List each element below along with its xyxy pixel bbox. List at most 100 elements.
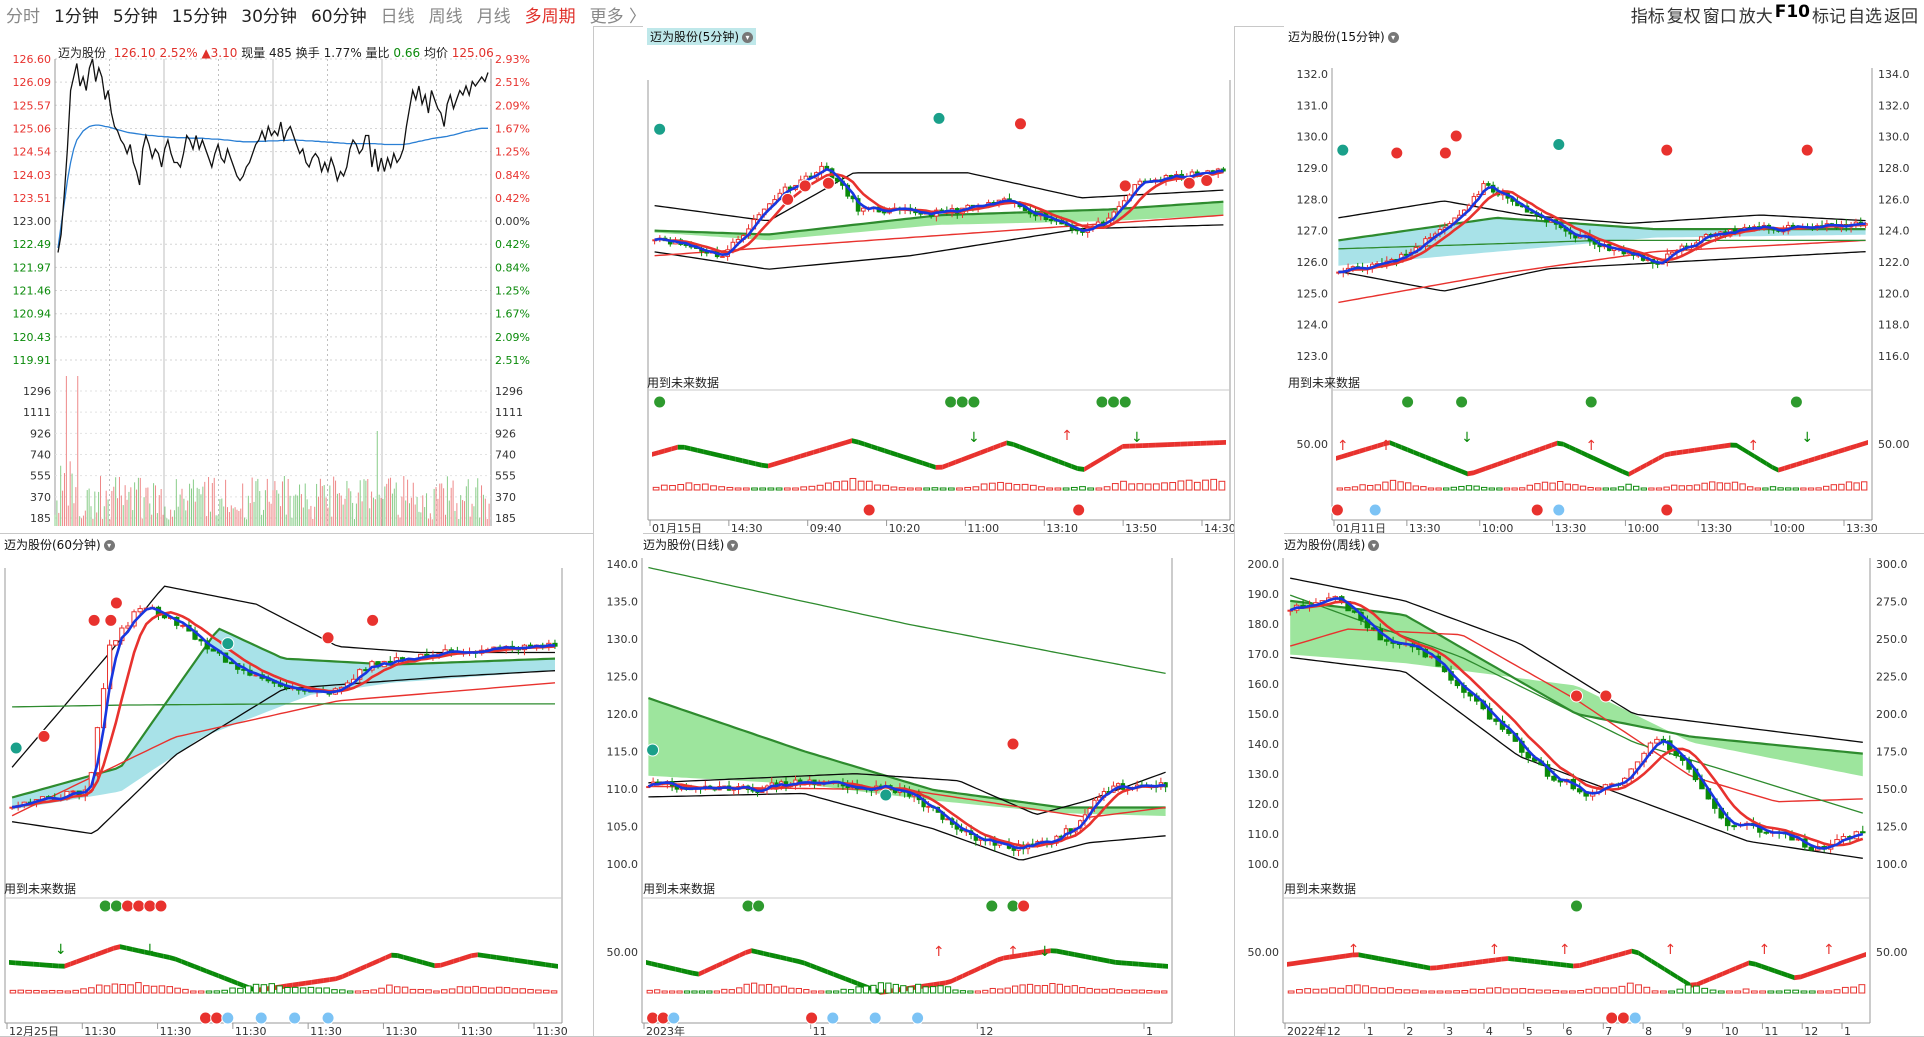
macd-bar [1785,487,1792,491]
intraday-chart[interactable]: 126.60 2.93% 126.09 2.51% 125.57 2.09% 125.06 1… [0,26,594,534]
macd-bar [1056,983,1063,994]
panel-title[interactable]: 迈为股份(60分钟) ▾ [4,536,115,553]
macd-bar [1161,990,1168,994]
x-label: 5 [1526,1025,1533,1037]
panel-title[interactable]: 迈为股份(日线) ▾ [643,536,739,553]
period-tab-0[interactable]: 分时 [6,7,40,27]
arrow-up-icon: ↑ [1823,942,1835,958]
macd-bar [1511,988,1518,994]
sell-signal-icon [366,613,380,627]
y-tick: 125.0 [1297,287,1329,300]
green-signal-icon [1107,395,1121,409]
macd-bar [701,483,709,491]
oscillator-segment [1644,954,1652,964]
period-tab-6[interactable]: 日线 [380,7,415,27]
period-tab-9[interactable]: 多周期 [524,7,576,27]
macd-bar [95,984,103,994]
tool-button-0[interactable]: 指标 [1630,7,1665,27]
macd-bar [472,985,479,994]
panel-title[interactable]: 迈为股份(5分钟) ▾ [647,28,756,45]
60min-panel[interactable]: 迈为股份(60分钟) ▾ 用到未来数据 12月25日 11:30 11:30 11:30… [0,534,594,1037]
pct-tick: 0.84% [495,169,530,182]
buy-signal-icon [1336,143,1350,157]
macd-bar [1777,487,1784,491]
period-tab-8[interactable]: 月线 [476,7,511,27]
price-tick: 119.91 [13,354,52,367]
oscillator-segment [1610,463,1617,472]
macd-bar [213,990,221,994]
macd-bar [855,986,862,994]
period-tab-3[interactable]: 15分钟 [171,7,228,27]
oscillator-segment [1527,449,1534,457]
15min-panel[interactable]: 迈为股份(15分钟) ▾ 用到未来数据 132.0 131.0 130.0 129.0 1… [1284,26,1924,534]
current-volume: 现量 485 [241,46,292,60]
period-tab-10[interactable]: 更多 〉 [589,7,646,27]
price-tick: 121.97 [13,261,52,274]
oscillator-segment [1539,445,1546,452]
5min-chart[interactable]: 01月15日 14:30 09:40 10:20 11:00 13:10 13:50 14:3… [643,26,1235,534]
15min-chart[interactable]: 132.0 131.0 130.0 129.0 128.0 127.0 126.0 125.0… [1284,26,1924,534]
macd-bar [88,987,95,994]
period-tab-1[interactable]: 1分钟 [54,7,99,27]
oscillator-segment [237,980,244,988]
k-candle [1383,639,1390,642]
y-tick: 140.0 [607,558,639,571]
macd-bar [800,486,808,491]
chevron-down-icon[interactable]: ▾ [1368,540,1380,551]
oscillator-segment [409,956,417,964]
x-label: 11:30 [235,1025,267,1037]
x-label: 6 [1566,1025,1573,1037]
tool-button-3[interactable]: 放大 [1738,7,1773,27]
macd-bar [1120,480,1127,491]
tool-button-2[interactable]: 窗口 [1702,7,1737,27]
macd-bar [1296,989,1303,994]
tool-button-7[interactable]: 返回 [1884,7,1918,27]
y2-tick: 175.0 [1876,746,1908,759]
daily-panel[interactable]: 迈为股份(日线) ▾ 用到未来数据 140.0 135.0 130.0 125.0 120… [594,534,1235,1037]
band-line [1338,200,1866,225]
x-label: 09:40 [810,522,842,534]
y-tick: 130.0 [607,633,639,646]
chevron-down-icon[interactable]: ▾ [1387,32,1399,43]
future-data-note: 用到未来数据 [643,882,716,896]
5min-panel[interactable]: 迈为股份(5分钟) ▾ 用到未来数据 01月15日 14:30 09:40 10:20 1… [643,26,1235,534]
tool-button-4[interactable]: F10 [1774,2,1810,22]
green-signal-icon [967,395,981,409]
60min-chart[interactable]: 12月25日 11:30 11:30 11:30 11:30 11:30 11:30 11:3… [0,534,594,1037]
chevron-down-icon[interactable]: ▾ [103,540,115,551]
oscillator-segment [514,957,521,964]
weekly-panel[interactable]: 迈为股份(周线) ▾ 用到未来数据 200.0 190.0 180.0 170.0 160… [1235,534,1924,1037]
macd-bar [734,487,742,491]
oscillator-segment [379,955,386,964]
macd-bar [947,487,955,491]
chevron-down-icon[interactable]: ▾ [742,32,753,43]
oscillator-segment [1778,465,1785,473]
period-tab-2[interactable]: 5分钟 [112,7,158,27]
intraday-panel[interactable]: 迈为股份 126.10 2.52% ▲3.10 现量 485 换手 1.77% … [0,26,594,534]
tool-button-5[interactable]: 标记 [1812,7,1846,27]
tool-button-6[interactable]: 自选 [1848,7,1882,27]
oscillator-segment [1826,451,1833,458]
panel-title[interactable]: 迈为股份(周线) ▾ [1284,536,1380,553]
macd-bar [915,487,922,491]
cloud-band [1290,600,1863,777]
period-tab-7[interactable]: 周线 [428,7,463,27]
macd-bar [542,989,550,994]
panel-title[interactable]: 迈为股份(15分钟) ▾ [1288,28,1399,45]
period-tab-4[interactable]: 30分钟 [241,7,297,27]
chevron-down-icon[interactable]: ▾ [727,540,739,551]
tool-button-1[interactable]: 复权 [1666,7,1701,27]
macd-bar [1676,988,1684,994]
sell-signal-icon [210,1011,224,1025]
period-tab-5[interactable]: 60分钟 [310,7,367,27]
oscillator-segment [1407,447,1414,455]
oscillator-segment [89,952,96,960]
oscillator-segment [1287,961,1294,967]
weekly-chart[interactable]: 200.0 190.0 180.0 170.0 160.0 150.0 140.0 130.0… [1235,534,1924,1037]
macd-bar [676,990,683,994]
k-candle [399,657,406,660]
daily-chart[interactable]: 140.0 135.0 130.0 125.0 120.0 115.0 110.0 105.0… [594,534,1235,1037]
oscillator-segment [1491,461,1498,469]
macd-bar [967,990,974,994]
volume-tick: 555 [30,470,51,483]
